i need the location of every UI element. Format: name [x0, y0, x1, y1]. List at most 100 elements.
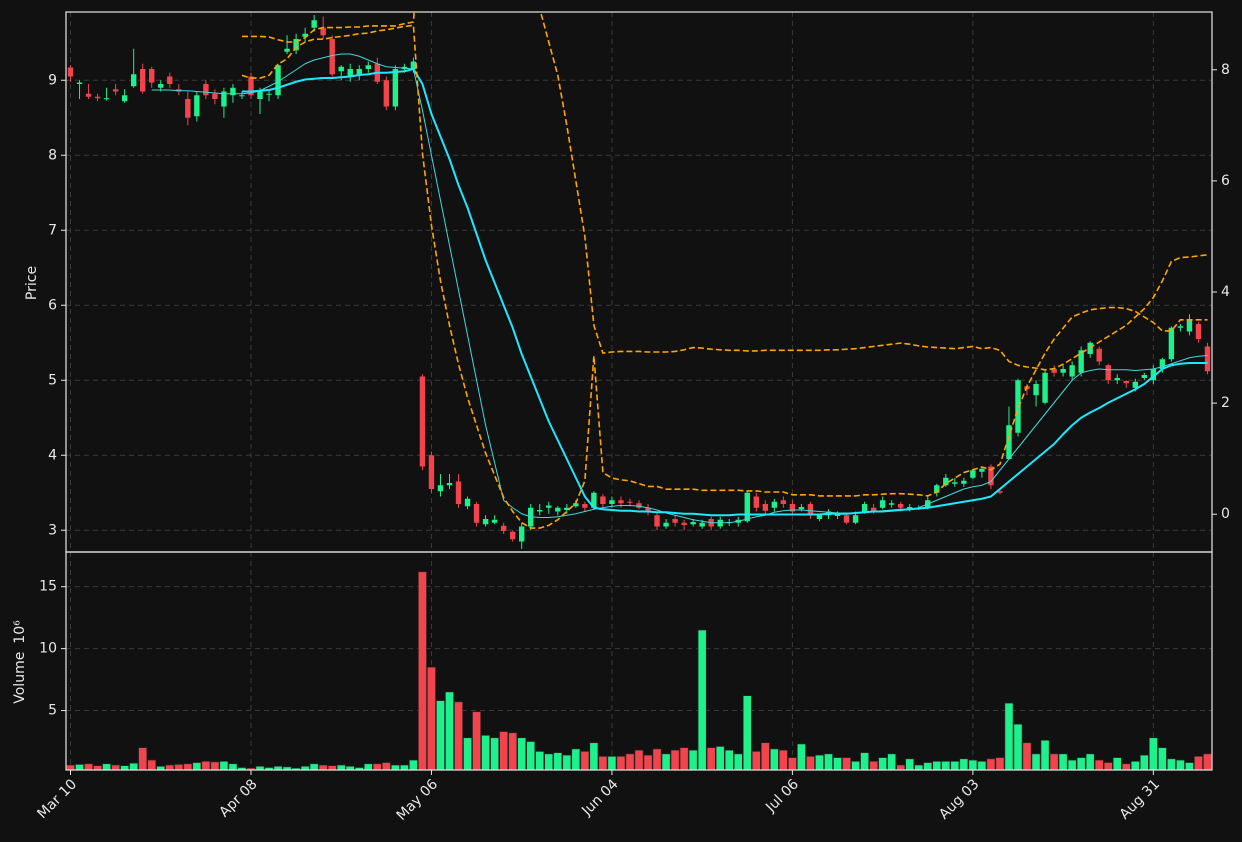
volume-bar — [418, 571, 427, 771]
volume-bar — [643, 754, 653, 771]
volume-bar — [463, 737, 472, 771]
candle-body — [852, 515, 859, 523]
volume-bar — [562, 754, 572, 771]
volume-bar — [815, 754, 824, 771]
candle-body — [789, 504, 796, 512]
volume-bar — [742, 695, 752, 771]
volume-bar — [66, 764, 75, 771]
marks — [66, 15, 1212, 771]
volume-bar — [905, 758, 915, 771]
candle-body — [94, 96, 101, 99]
volume-bar — [616, 756, 626, 771]
candle-body — [1204, 346, 1211, 372]
volume-scale: 10⁶ — [12, 620, 28, 644]
volume-bar — [878, 757, 887, 771]
volume-bar — [1139, 754, 1149, 771]
candle-body — [1060, 369, 1066, 373]
volume-bar — [851, 761, 860, 771]
candle-body — [1132, 381, 1138, 388]
volume-bar — [968, 759, 978, 771]
volume-bar — [923, 762, 933, 771]
candle-body — [645, 507, 651, 513]
candle-body — [753, 496, 760, 508]
volume-bar — [1158, 747, 1167, 771]
volume-bar — [589, 742, 599, 771]
volume-bar — [869, 761, 878, 771]
volume-bar — [661, 753, 671, 771]
volume-tick-label: 15 — [39, 579, 57, 595]
volume-bar — [535, 751, 545, 771]
y2-tick-label: 2 — [1221, 395, 1230, 411]
candle-body — [654, 515, 660, 527]
volume-bar — [183, 763, 193, 771]
candle-body — [1015, 380, 1021, 433]
volume-bar — [914, 764, 924, 771]
volume-bar — [1013, 723, 1023, 771]
y-tick-label: 4 — [48, 447, 57, 463]
volume-bar — [1176, 759, 1185, 771]
candle-body — [979, 468, 985, 472]
volume-bar — [769, 748, 779, 771]
volume-bar — [932, 761, 942, 771]
y2-tick-label: 0 — [1221, 506, 1230, 522]
candle-body — [383, 80, 390, 107]
volume-bar — [580, 751, 590, 771]
candle-body — [1096, 348, 1102, 362]
candle-body — [952, 482, 958, 484]
candle-body — [320, 27, 326, 36]
volume-bar — [553, 752, 563, 771]
ma-line — [241, 68, 1208, 517]
candle-body — [762, 504, 769, 511]
candle-body — [509, 531, 516, 540]
volume-bar — [427, 666, 436, 771]
candle-body — [329, 39, 335, 75]
volume-frame — [65, 551, 1213, 771]
volume-bar — [824, 753, 833, 771]
volume-bar — [1185, 762, 1194, 771]
volume-bar — [400, 764, 409, 771]
volume-tick-label: 5 — [48, 703, 57, 719]
volume-bar — [977, 761, 987, 771]
volume-bar — [309, 763, 319, 771]
candle-body — [573, 503, 579, 507]
candle-body — [140, 69, 146, 92]
candle-body — [1114, 378, 1120, 381]
volume-bar — [634, 749, 644, 771]
candle-body — [1195, 324, 1202, 339]
volume-bar — [652, 748, 662, 771]
candle-body — [600, 496, 606, 504]
volume-bar — [779, 749, 788, 771]
volume-bar — [1058, 753, 1068, 771]
volume-bar — [372, 763, 382, 771]
candle-body — [518, 526, 525, 542]
volume-bar — [336, 764, 346, 771]
volume-bar — [706, 747, 716, 771]
band-line — [241, 24, 1208, 529]
volume-bar — [760, 742, 770, 771]
y2-tick-label: 8 — [1221, 62, 1230, 78]
candle-body — [636, 503, 642, 508]
candle-body — [861, 504, 868, 512]
volume-bar — [1004, 702, 1014, 771]
candle-body — [1123, 381, 1129, 384]
volume-bar — [833, 757, 842, 771]
candle-body — [167, 76, 173, 84]
candle-body — [843, 515, 850, 523]
lines — [151, 12, 1208, 529]
band-line — [241, 12, 1208, 371]
candle-body — [1150, 369, 1157, 381]
volume-bar — [327, 765, 337, 771]
volume-bar — [111, 764, 120, 771]
candle-body — [681, 522, 687, 525]
y-tick-label: 5 — [48, 372, 57, 388]
volume-bar — [1040, 739, 1050, 771]
volume-bar — [797, 743, 806, 771]
volume-bar — [219, 761, 229, 771]
volume-axis-label: Volume 10⁶ — [12, 620, 28, 704]
candle-body — [1033, 384, 1039, 396]
volume-bar — [481, 735, 490, 771]
volume-bar — [697, 629, 707, 771]
candle-body — [798, 507, 805, 510]
